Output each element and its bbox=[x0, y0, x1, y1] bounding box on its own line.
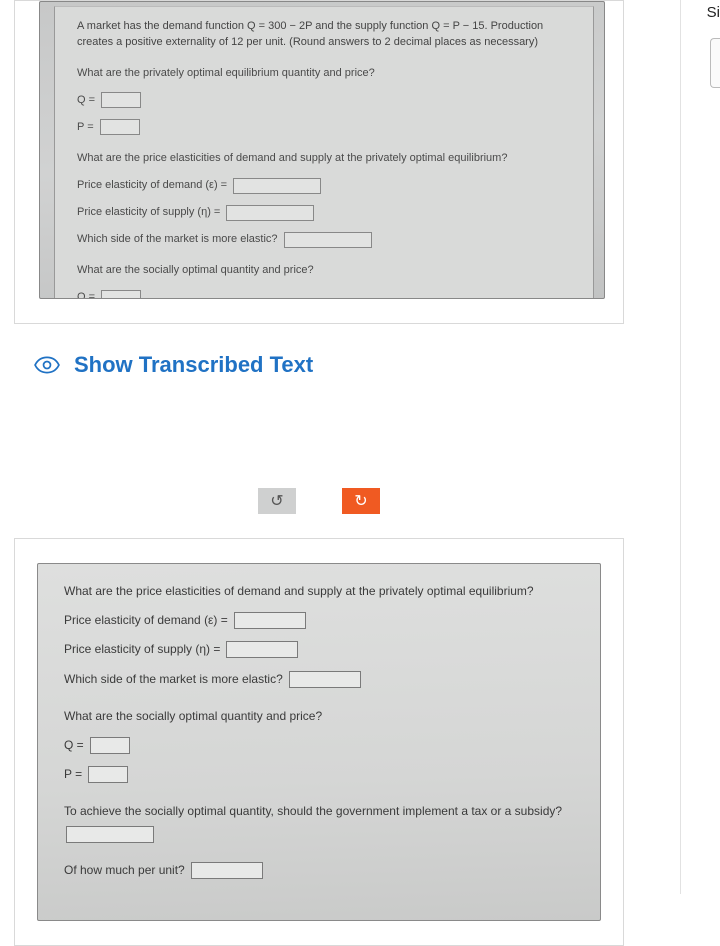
top-paper: A market has the demand function Q = 300… bbox=[54, 6, 594, 299]
b-amount-input[interactable] bbox=[191, 862, 263, 879]
b-p-row: P = bbox=[64, 765, 576, 784]
social-q-input[interactable] bbox=[101, 290, 141, 299]
elas-demand-input[interactable] bbox=[233, 178, 321, 194]
p-row: P = bbox=[77, 119, 573, 136]
nav-back-button[interactable]: ↺ bbox=[258, 488, 296, 514]
nav-forward-button[interactable]: ↻ bbox=[342, 488, 380, 514]
elas-supply-row: Price elasticity of supply (η) = bbox=[77, 204, 573, 221]
nav-row: ↺ ↻ bbox=[0, 488, 638, 514]
elas-demand-row: Price elasticity of demand (ε) = bbox=[77, 177, 573, 194]
redo-icon: ↻ bbox=[354, 491, 367, 511]
side-cut-text: Si bbox=[707, 4, 720, 21]
b-q-label: Q = bbox=[64, 736, 84, 755]
b-elastic-side-label: Which side of the market is more elastic… bbox=[64, 670, 283, 689]
vertical-divider bbox=[680, 0, 681, 894]
b-elas-demand-label: Price elasticity of demand (ε) = bbox=[64, 611, 228, 630]
b-elas-header: What are the price elasticities of deman… bbox=[64, 582, 576, 601]
elas-supply-label: Price elasticity of supply (η) = bbox=[77, 204, 220, 221]
b-policy-label: To achieve the socially optimal quantity… bbox=[64, 802, 562, 821]
b-amount-row: Of how much per unit? bbox=[64, 861, 576, 880]
b-social-header: What are the socially optimal quantity a… bbox=[64, 707, 576, 726]
b-elas-supply-label: Price elasticity of supply (η) = bbox=[64, 640, 220, 659]
show-transcribed-label: Show Transcribed Text bbox=[74, 352, 313, 378]
elasticity-block: What are the price elasticities of deman… bbox=[77, 150, 573, 248]
q-input[interactable] bbox=[101, 92, 141, 108]
b-policy-block: To achieve the socially optimal quantity… bbox=[64, 802, 576, 842]
p-input[interactable] bbox=[100, 119, 140, 135]
b-elas-supply-row: Price elasticity of supply (η) = bbox=[64, 640, 576, 659]
eye-icon bbox=[34, 356, 60, 374]
elasticity-header: What are the price elasticities of deman… bbox=[77, 150, 573, 167]
b-elas-demand-input[interactable] bbox=[234, 612, 306, 629]
elas-demand-label: Price elasticity of demand (ε) = bbox=[77, 177, 227, 194]
bottom-screenshot: What are the price elasticities of deman… bbox=[37, 563, 601, 921]
show-transcribed-row[interactable]: Show Transcribed Text bbox=[34, 352, 706, 378]
elastic-side-label: Which side of the market is more elastic… bbox=[77, 231, 278, 248]
b-amount-label: Of how much per unit? bbox=[64, 861, 185, 880]
b-social-block: What are the socially optimal quantity a… bbox=[64, 707, 576, 785]
b-elas-demand-row: Price elasticity of demand (ε) = bbox=[64, 611, 576, 630]
social-q-label: Q = bbox=[77, 289, 95, 299]
undo-icon: ↺ bbox=[270, 491, 283, 511]
b-q-input[interactable] bbox=[90, 737, 130, 754]
b-amount-block: Of how much per unit? bbox=[64, 861, 576, 880]
question-intro: A market has the demand function Q = 300… bbox=[77, 19, 573, 51]
social-block: What are the socially optimal quantity a… bbox=[77, 262, 573, 299]
p-label: P = bbox=[77, 119, 94, 136]
b-policy-row: To achieve the socially optimal quantity… bbox=[64, 802, 576, 842]
elas-supply-input[interactable] bbox=[226, 205, 314, 221]
b-q-row: Q = bbox=[64, 736, 576, 755]
social-q-row: Q = bbox=[77, 289, 573, 299]
b-p-label: P = bbox=[64, 765, 82, 784]
question-card-top: A market has the demand function Q = 300… bbox=[14, 0, 624, 324]
elastic-side-row: Which side of the market is more elastic… bbox=[77, 231, 573, 248]
b-policy-input[interactable] bbox=[66, 826, 154, 843]
q-label: Q = bbox=[77, 92, 95, 109]
b-elastic-side-row: Which side of the market is more elastic… bbox=[64, 670, 576, 689]
b-elastic-side-input[interactable] bbox=[289, 671, 361, 688]
elastic-side-input[interactable] bbox=[284, 232, 372, 248]
private-eq-header: What are the privately optimal equilibri… bbox=[77, 65, 573, 82]
b-p-input[interactable] bbox=[88, 766, 128, 783]
b-elas-supply-input[interactable] bbox=[226, 641, 298, 658]
side-cut-box bbox=[710, 38, 720, 88]
question-card-bottom: What are the price elasticities of deman… bbox=[14, 538, 624, 946]
q-row: Q = bbox=[77, 92, 573, 109]
top-screenshot: A market has the demand function Q = 300… bbox=[39, 1, 605, 299]
social-header: What are the socially optimal quantity a… bbox=[77, 262, 573, 279]
